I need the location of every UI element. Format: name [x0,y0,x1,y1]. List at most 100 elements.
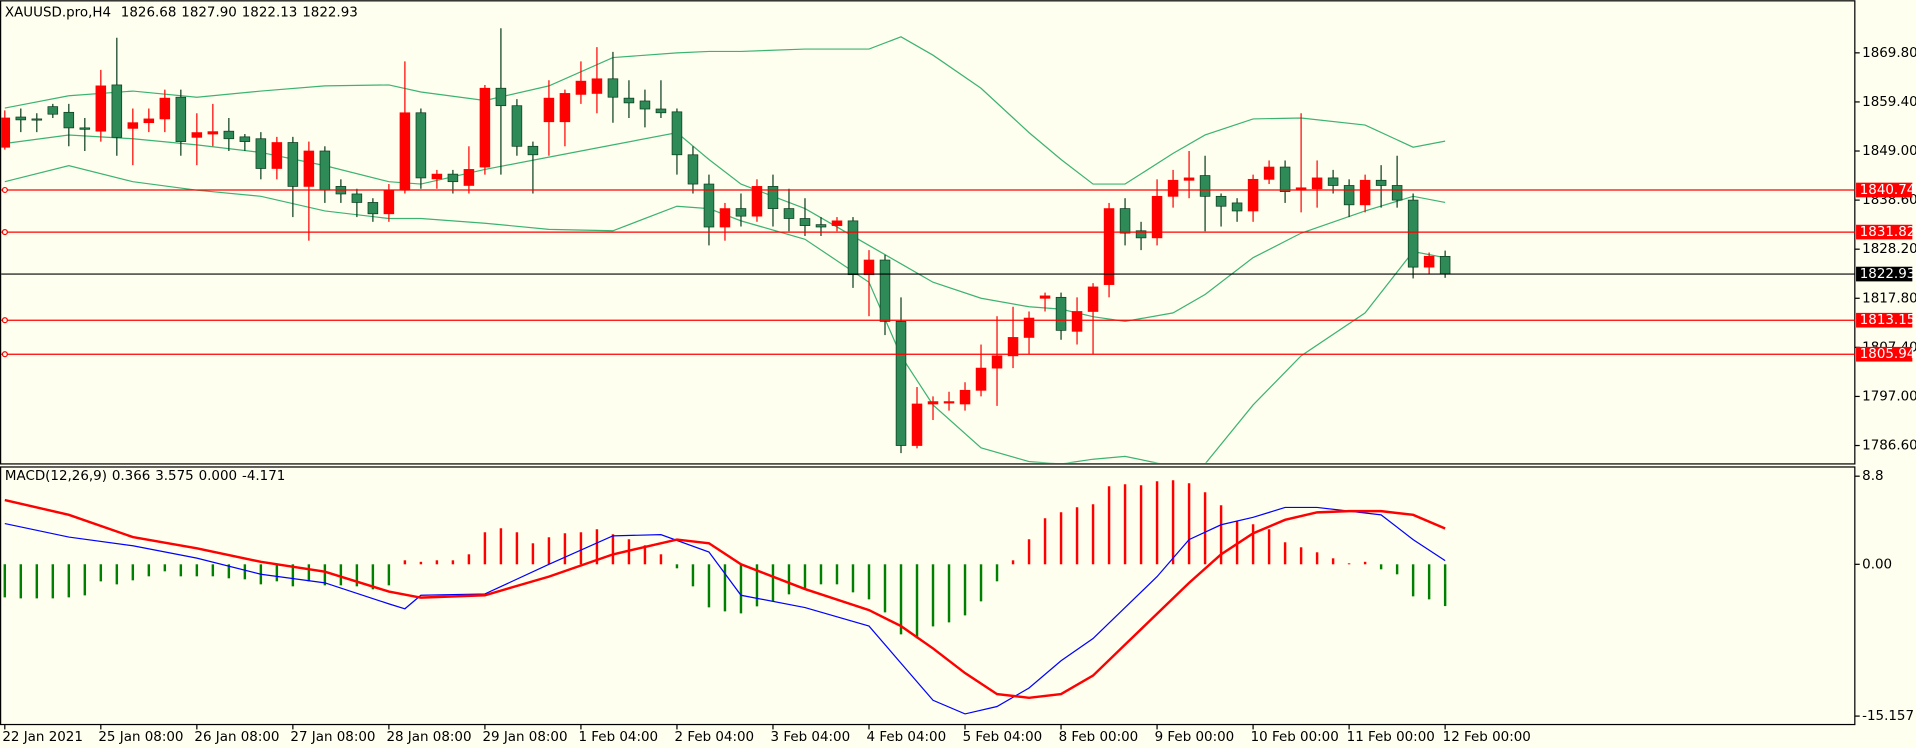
candle-body [975,367,987,391]
candle-body [767,186,779,209]
x-tick-label: 5 Feb 04:00 [963,730,1043,745]
candle-body [863,259,875,276]
candle-body [1199,175,1211,197]
candle-body [671,111,683,156]
level-anchor [1,229,8,236]
candle-body [1247,178,1259,212]
candle-body [687,154,699,185]
candle-body [543,97,555,123]
chart-header: XAUUSD.pro,H4 1826.68 1827.90 1822.13 1822.9… [5,5,358,20]
indicator-value: 3.575 [155,469,193,484]
candle-body [1007,337,1019,357]
x-tick-label: 25 Jan 08:00 [98,730,183,745]
candle-body [1391,185,1403,201]
candle-body [367,202,379,215]
band-upper [4,36,1446,185]
candle-body [639,100,651,110]
ohlc-value: 1826.68 [121,5,177,20]
y-tick-label: 1786.60 [1862,439,1916,454]
candle-body [911,403,923,446]
candle-body [655,108,667,114]
x-tick-label: 11 Feb 00:00 [1347,730,1435,745]
candle-body [607,78,619,98]
y2-tick-label: 0.00 [1862,557,1892,572]
candle-body [959,389,971,405]
candle-body [559,93,571,123]
price-label-box [1856,266,1913,282]
candle-body [223,130,235,140]
y-tick-label: 1828.20 [1862,242,1916,257]
x-tick-label: 4 Feb 04:00 [867,730,947,745]
candle-body [879,259,891,322]
y-tick-label: 1797.00 [1862,389,1916,404]
ohlc-value: 1827.90 [181,5,237,20]
candle-body [399,112,411,191]
price-plot [1,28,1451,463]
level-label-box [1856,182,1913,198]
candle-body [719,208,731,228]
candle-body [703,183,715,228]
candle-body [479,87,491,168]
x-tick-label: 3 Feb 04:00 [771,730,851,745]
candle-body [511,105,523,147]
x-tick-label: 28 Jan 08:00 [386,730,471,745]
candle-body [447,173,459,183]
candle-body [1311,177,1323,190]
indicator-value: 0.366 [112,469,150,484]
level-anchor [1,317,8,324]
candle-body [127,122,139,129]
macd-plot [3,480,1447,715]
candle-body [415,112,427,179]
x-tick-label: 12 Feb 00:00 [1443,730,1531,745]
candle-body [271,142,283,169]
candle-body [1231,202,1243,212]
candle-body [575,80,587,95]
y2-tick-label: 8.8 [1862,469,1883,484]
x-tick-label: 26 Jan 08:00 [194,730,279,745]
candle-body [255,138,267,169]
candle-body [319,150,331,191]
candle-body [1423,255,1435,268]
candle-body [1167,179,1179,197]
level-label: 1813.15 [1860,313,1916,328]
candle-body [495,87,507,107]
band-lower [4,165,1446,463]
level-label: 1831.82 [1860,225,1916,240]
candle-body [431,173,443,180]
candle-body [1183,177,1195,181]
ohlc-value: 1822.93 [302,5,358,20]
indicator-panel [0,466,1856,726]
level-label: 1805.94 [1860,347,1916,362]
level-anchor [1,186,8,194]
macd-line [4,506,1446,715]
candle-body [63,111,75,129]
candle-body [1119,208,1131,234]
candle-body [191,132,203,138]
level-label-box [1856,312,1913,328]
candle-body [1439,255,1451,275]
indicator-value: -4.171 [242,469,285,484]
candle-body [303,150,315,187]
price-label: 1822.93 [1860,267,1916,282]
candle-body [1023,317,1035,338]
y-tick-label: 1817.80 [1862,291,1916,306]
candle-body [15,116,27,121]
y2-tick-label: -15.157 [1862,709,1914,724]
y-tick-label: 1869.80 [1862,46,1916,61]
x-tick-label: 8 Feb 00:00 [1059,730,1139,745]
candle-body [1151,195,1163,239]
candle-body [207,131,219,135]
candle-body [815,224,827,228]
x-tick-label: 2 Feb 04:00 [675,730,755,745]
x-tick-label: 9 Feb 00:00 [1155,730,1235,745]
candle-body [1103,208,1115,285]
candle-body [1215,195,1227,207]
candle-body [1279,166,1291,192]
candle-body [1039,295,1051,299]
y-tick-label: 1859.40 [1862,95,1916,110]
candle-body [1343,185,1355,206]
candle-body [799,218,811,226]
level-label: 1840.74 [1860,183,1916,198]
